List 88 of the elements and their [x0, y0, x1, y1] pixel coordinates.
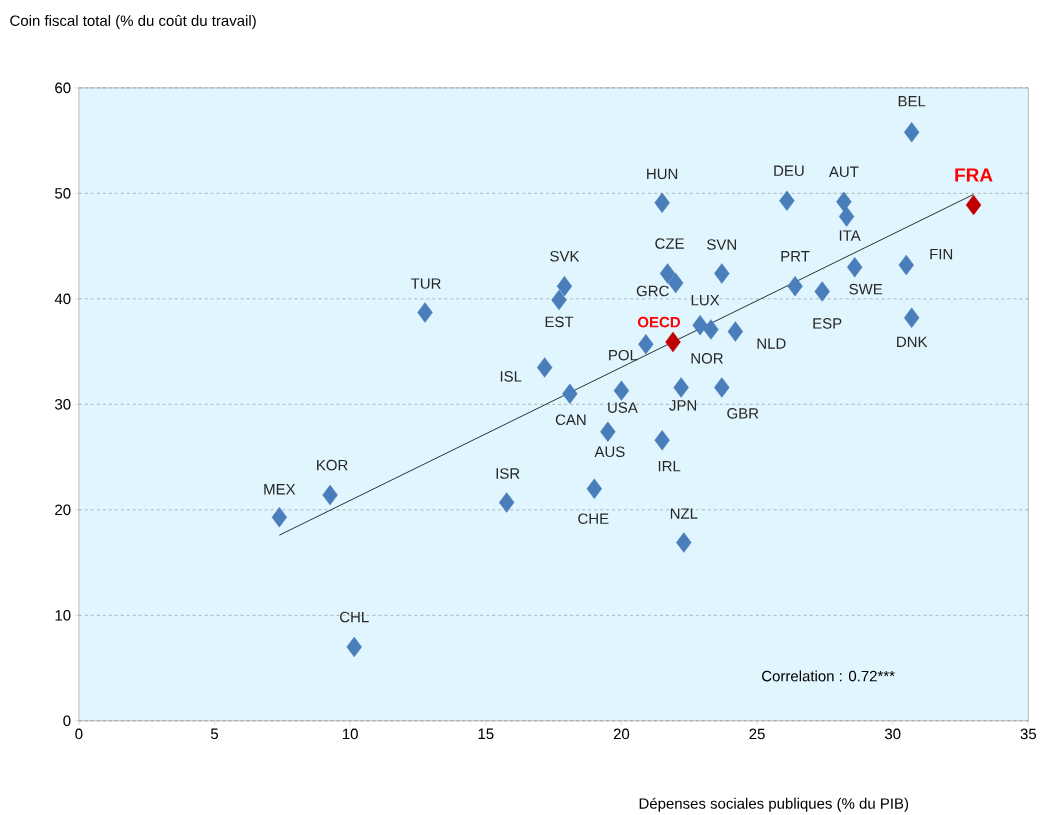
series-label: NLD — [757, 338, 786, 349]
point — [692, 314, 708, 336]
point — [322, 484, 338, 506]
series-label: ESP — [813, 318, 842, 329]
point — [787, 275, 803, 297]
x-tick-label: 0 — [75, 728, 83, 740]
x-tick-label: 15 — [478, 728, 494, 739]
series-label: OECD — [637, 316, 680, 328]
series-label: FRA — [955, 168, 993, 182]
series-label: FIN — [930, 248, 953, 260]
point — [904, 121, 920, 143]
y-axis-title: Coin fiscal total (% du coût du travail) — [10, 14, 256, 29]
point — [668, 272, 684, 294]
x-tick-label: 10 — [342, 728, 358, 740]
x-tick-label: 5 — [210, 728, 219, 739]
series-label: MEX — [264, 484, 296, 495]
point — [562, 383, 578, 404]
series-label: SWE — [849, 283, 883, 295]
point — [965, 194, 982, 216]
y-tick-label: 30 — [55, 398, 71, 410]
series-label: SVN — [707, 239, 736, 250]
point — [714, 377, 730, 398]
point — [586, 478, 602, 499]
point — [271, 506, 288, 528]
series-label: NOR — [691, 353, 723, 364]
series-label: DEU — [774, 165, 804, 176]
y-tick-label: 40 — [54, 293, 71, 305]
point — [703, 319, 719, 340]
point — [556, 275, 573, 297]
point — [714, 263, 730, 284]
point — [654, 192, 670, 213]
annotation: Correlation : 0.72*** — [762, 670, 895, 682]
series-label: CZE — [655, 238, 684, 249]
series-label: CHL — [340, 611, 369, 623]
series-label: IRL — [658, 460, 681, 472]
series-label: TUR — [410, 278, 441, 289]
point — [638, 333, 654, 355]
y-tick-label: 0 — [63, 715, 71, 727]
series-label: PRT — [781, 251, 810, 262]
series-label: GRC — [636, 285, 669, 297]
series-label: ISR — [496, 468, 520, 479]
series-label: CAN — [555, 414, 586, 425]
x-tick-label: 20 — [613, 728, 630, 740]
point — [676, 532, 692, 553]
series-label: SVK — [550, 250, 580, 262]
x-tick-label: 35 — [1020, 728, 1037, 740]
point — [727, 321, 744, 342]
point — [613, 380, 630, 401]
series-label: CHE — [578, 513, 609, 524]
series-label: EST — [545, 316, 574, 328]
series-label: GBR — [727, 408, 759, 419]
point — [551, 289, 567, 311]
point — [600, 421, 616, 442]
series-label: LUX — [691, 294, 720, 306]
series-label: USA — [608, 402, 638, 413]
series-label: BEL — [898, 96, 926, 107]
y-tick-label: 10 — [55, 609, 71, 621]
series-label: JPN — [669, 400, 697, 411]
y-tick-label: 60 — [55, 82, 71, 94]
point — [836, 191, 852, 212]
point — [665, 331, 681, 353]
point — [779, 190, 795, 211]
series-label: HUN — [647, 168, 678, 180]
point — [346, 636, 362, 658]
x-tick-label: 30 — [884, 728, 901, 740]
point — [847, 256, 863, 278]
series-label: AUT — [828, 166, 859, 177]
point — [838, 206, 855, 227]
point — [814, 281, 830, 302]
point — [536, 357, 553, 378]
point — [654, 429, 670, 451]
series-label: NZL — [670, 508, 698, 519]
series-label: AUS — [594, 446, 625, 457]
y-tick-label: 50 — [55, 187, 71, 199]
point — [673, 377, 689, 398]
y-tick-label: 20 — [55, 504, 71, 516]
point — [498, 492, 515, 513]
point — [898, 254, 914, 276]
point — [417, 302, 433, 323]
series-label: ISL — [500, 371, 522, 382]
series-label: POL — [609, 349, 638, 361]
x-tick-label: 25 — [749, 728, 765, 740]
series-label: DNK — [897, 336, 928, 347]
series-label: KOR — [317, 459, 348, 471]
series-label: ITA — [839, 230, 861, 241]
point — [659, 263, 676, 284]
point — [904, 307, 920, 328]
x-axis-title: Dépenses sociales publiques (% du PIB) — [639, 797, 909, 812]
